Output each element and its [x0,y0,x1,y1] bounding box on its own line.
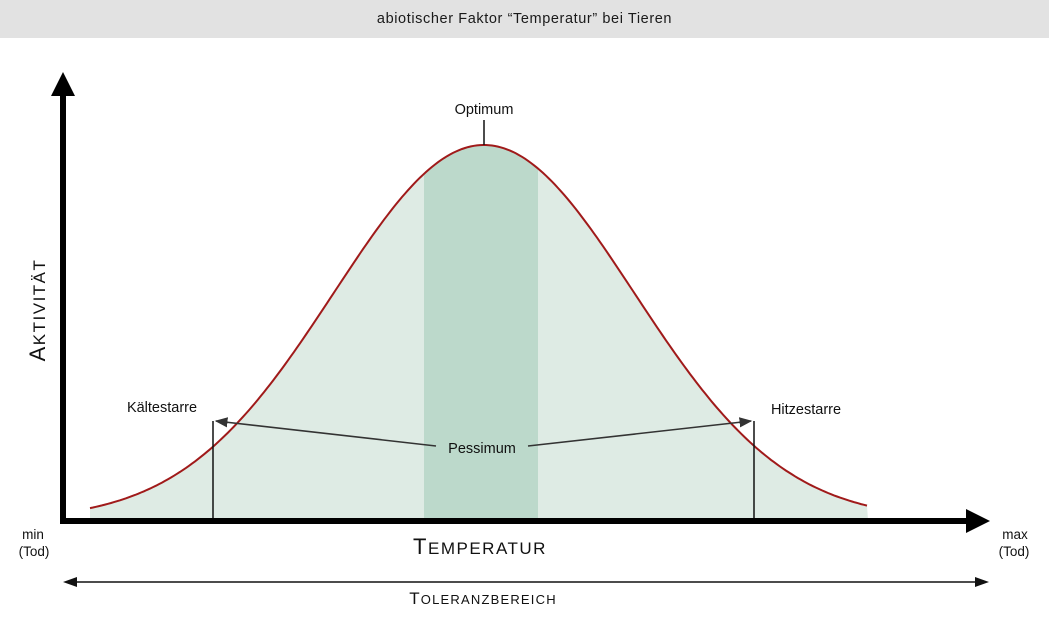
max-note: (Tod) [999,544,1030,559]
optimum-band [424,145,538,520]
page-title: abiotischer Faktor “Temperatur” bei Tier… [376,11,673,27]
tolerance-arrowhead-right [975,577,989,587]
x-axis-title: TEMPERATUR [413,534,547,559]
tolerance-title: TOLERANZBEREICH [409,589,557,608]
tolerance-curve [89,144,868,510]
x-axis-arrowhead [966,509,990,533]
title-bar: abiotischer Faktor “Temperatur” bei Tier… [0,0,1049,38]
pessimum-arrow-right [527,417,753,447]
cold-rigor-label: Kältestarre [127,400,197,416]
optimum-label: Optimum [455,102,514,118]
y-axis-arrowhead [51,72,75,96]
min-note: (Tod) [19,544,50,559]
heat-rigor-label: Hitzestarre [771,402,841,418]
min-label: min [22,527,44,542]
pessimum-label: Pessimum [448,441,516,457]
max-label: max [1002,527,1028,542]
tolerance-arrowhead-left [63,577,77,587]
pessimum-arrow-left [214,417,437,447]
y-axis-title: AKTIVITÄT [25,259,50,362]
